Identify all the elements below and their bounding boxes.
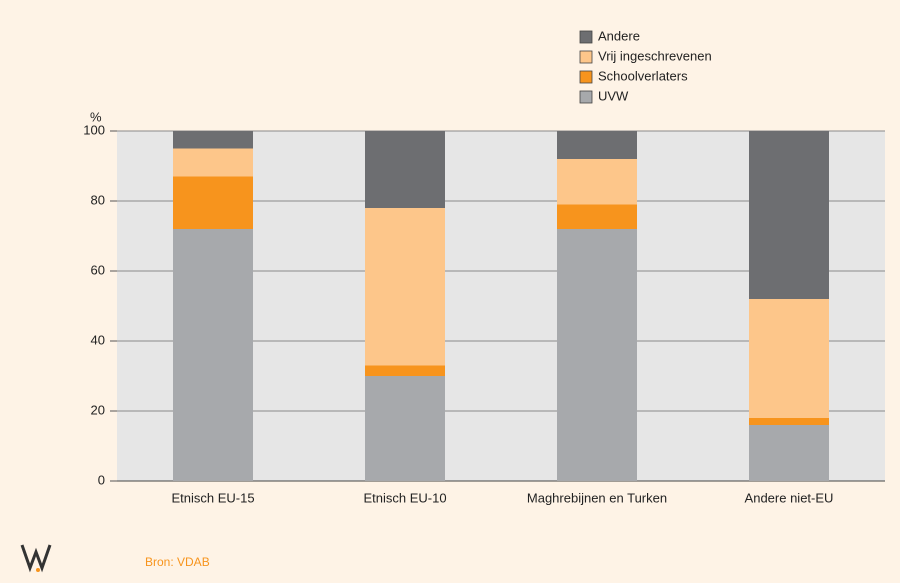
bar-segment xyxy=(365,208,445,366)
bar-segment xyxy=(749,131,829,299)
legend-label: Schoolverlaters xyxy=(598,68,688,83)
bar-segment xyxy=(365,376,445,481)
y-tick-label: 60 xyxy=(91,262,105,277)
bar-segment xyxy=(365,131,445,208)
bar-segment xyxy=(557,229,637,481)
legend-swatch xyxy=(579,90,593,104)
legend-swatch xyxy=(579,50,593,64)
y-tick-label: 0 xyxy=(98,472,105,487)
bar-segment xyxy=(173,131,253,149)
bar-segment xyxy=(173,176,253,229)
x-tick-label: Maghrebijnen en Turken xyxy=(527,490,667,505)
y-tick-label: 80 xyxy=(91,192,105,207)
legend-label: Vrij ingeschrevenen xyxy=(598,48,712,63)
logo-dot xyxy=(36,568,40,572)
bar-segment xyxy=(749,299,829,418)
bar-segment xyxy=(173,229,253,481)
logo xyxy=(20,544,52,573)
y-tick-label: 100 xyxy=(83,122,105,137)
source: Bron: VDAB xyxy=(145,555,210,569)
y-tick-label: 40 xyxy=(91,332,105,347)
legend-swatch xyxy=(579,30,593,44)
legend-label: UVW xyxy=(598,88,629,103)
y-axis-label: % xyxy=(90,109,102,124)
x-tick-label: Andere niet-EU xyxy=(745,490,834,505)
bar-segment xyxy=(557,159,637,205)
bar-segment xyxy=(365,365,445,376)
legend-label: Andere xyxy=(598,28,640,43)
bar-segment xyxy=(557,131,637,159)
bar-segment xyxy=(557,204,637,229)
bar-segment xyxy=(749,418,829,425)
x-tick-label: Etnisch EU-10 xyxy=(363,490,446,505)
legend-swatch xyxy=(579,70,593,84)
x-tick-label: Etnisch EU-15 xyxy=(171,490,254,505)
bar-segment xyxy=(173,148,253,177)
y-tick-label: 20 xyxy=(91,402,105,417)
bar-segment xyxy=(749,425,829,481)
